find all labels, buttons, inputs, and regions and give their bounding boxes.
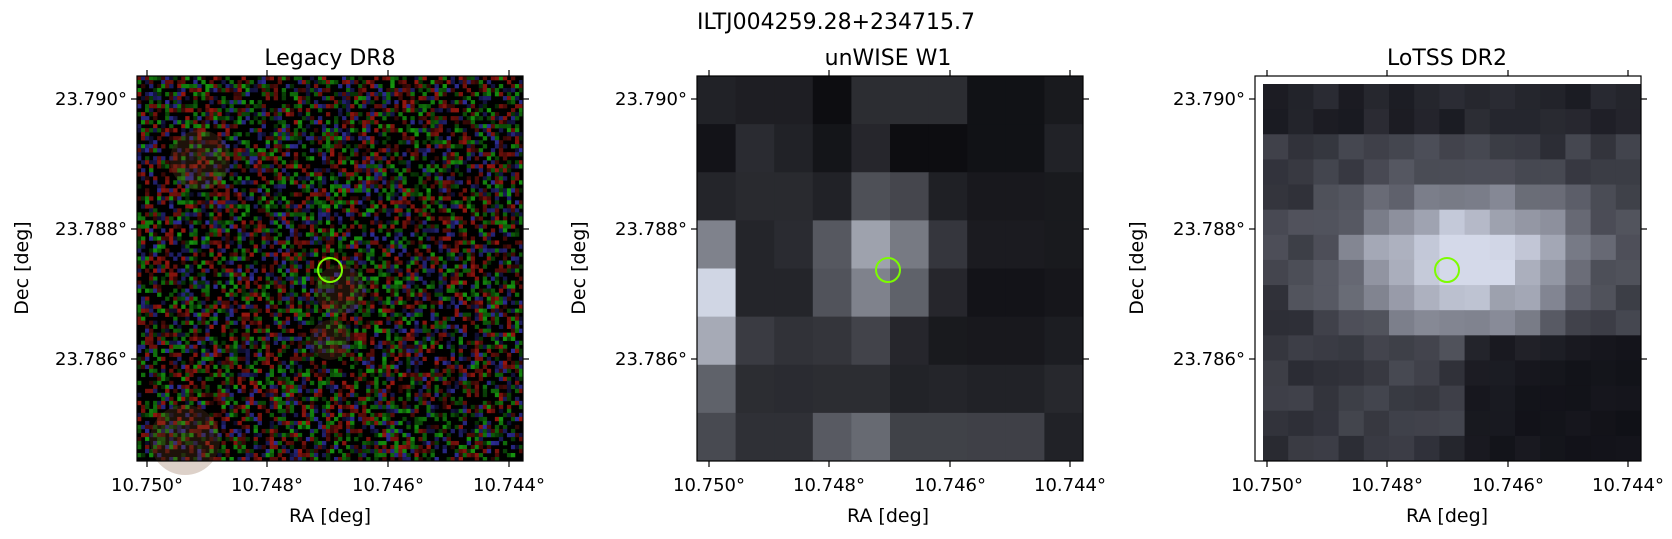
axes-frame (136, 75, 524, 462)
y-tick-label: 23.790° (1173, 89, 1245, 110)
figure-title: ILTJ004259.28+234715.7 (696, 10, 976, 35)
panel-title: LoTSS DR2 (1387, 46, 1507, 71)
y-tick-label: 23.786° (1173, 349, 1245, 370)
x-tick-label: 10.744° (1592, 475, 1664, 496)
x-tick-label: 10.746° (914, 475, 986, 496)
image-unwise (697, 76, 1084, 462)
panel-title: unWISE W1 (825, 46, 952, 71)
panel-title: Legacy DR8 (264, 46, 395, 71)
source-marker (317, 257, 343, 283)
image-lotss (1255, 76, 1642, 462)
y-tick-label: 23.790° (55, 89, 127, 110)
x-axis-label: RA [deg] (847, 505, 929, 527)
x-tick-label: 10.748° (793, 475, 865, 496)
x-tick-label: 10.750° (1231, 475, 1303, 496)
x-tick-label: 10.748° (231, 475, 303, 496)
x-tick-label: 10.748° (1351, 475, 1423, 496)
panel-lotss: LoTSS DR2 10.750° 10.748° 10.746° 10.744° 23… (1126, 46, 1664, 527)
y-axis-label: Dec [deg] (1126, 221, 1148, 314)
x-tick-label: 10.746° (1472, 475, 1544, 496)
y-tick-label: 23.790° (615, 89, 687, 110)
x-tick-label: 10.744° (1034, 475, 1106, 496)
axes-frame (696, 75, 1084, 462)
source-marker (1434, 257, 1460, 283)
source-marker (875, 257, 901, 283)
y-axis-label: Dec [deg] (568, 221, 590, 314)
x-axis-label: RA [deg] (289, 505, 371, 527)
panel-unwise: unWISE W1 10.750° 10.748° 10.746° 10.744° 23… (568, 46, 1106, 527)
y-tick-label: 23.788° (615, 219, 687, 240)
y-axis-label: Dec [deg] (11, 221, 33, 314)
x-tick-label: 10.750° (673, 475, 745, 496)
x-axis-label: RA [deg] (1406, 505, 1488, 527)
axes-frame (1254, 75, 1642, 462)
image-legacy-rgb (137, 76, 524, 475)
x-tick-label: 10.746° (352, 475, 424, 496)
y-tick-label: 23.786° (55, 349, 127, 370)
y-tick-label: 23.788° (1173, 219, 1245, 240)
x-tick-label: 10.750° (111, 475, 183, 496)
panel-legacy: Legacy DR8 10.750° 10.748° 10.746° 10.744° 2… (11, 46, 545, 527)
y-tick-label: 23.786° (615, 349, 687, 370)
x-tick-label: 10.744° (473, 475, 545, 496)
y-tick-label: 23.788° (55, 219, 127, 240)
